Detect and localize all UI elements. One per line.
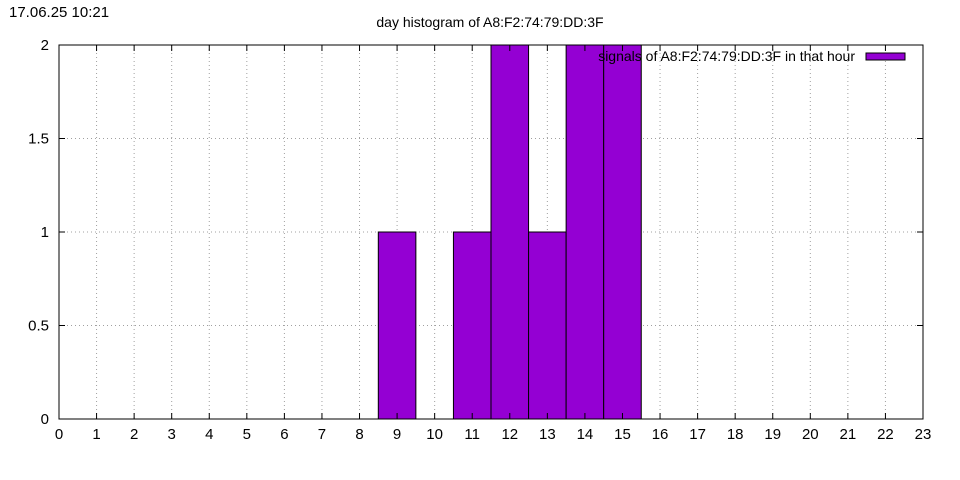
x-tick-label: 14 [577, 426, 594, 443]
x-tick-label: 12 [501, 426, 518, 443]
legend: signals of A8:F2:74:79:DD:3F in that hou… [598, 48, 906, 64]
x-tick-label: 2 [130, 426, 138, 443]
x-tick-label: 20 [802, 426, 819, 443]
bar-hour-14 [565, 44, 605, 420]
axes [58, 44, 924, 420]
x-tick-label: 7 [318, 426, 326, 443]
x-tick-label: 15 [614, 426, 631, 443]
legend-swatch [865, 52, 906, 61]
tick-labels: 0 1 2 3 4 5 6 7 8 9 10 11 12 13 14 15 16 17 18 19 20 21 22 2300… [28, 37, 931, 443]
x-tick-label: 1 [92, 426, 100, 443]
y-tick-label: 0 [41, 411, 49, 428]
x-tick-label: 17 [689, 426, 706, 443]
x-tick-label: 9 [393, 426, 401, 443]
x-tick-label: 23 [915, 426, 932, 443]
x-tick-label: 0 [55, 426, 63, 443]
bar-hour-12 [490, 44, 530, 420]
y-tick-label: 0.5 [28, 318, 49, 335]
legend-label: signals of A8:F2:74:79:DD:3F in that hou… [598, 48, 855, 64]
y-tick-label: 2 [41, 37, 49, 54]
x-tick-label: 21 [840, 426, 857, 443]
x-tick-label: 16 [652, 426, 669, 443]
x-tick-label: 10 [426, 426, 443, 443]
x-tick-label: 4 [205, 426, 213, 443]
bar-hour-15 [603, 44, 642, 420]
bar-hour-13 [528, 231, 567, 420]
x-tick-label: 8 [355, 426, 363, 443]
chart-title: day histogram of A8:F2:74:79:DD:3F [376, 14, 603, 30]
x-tick-label: 3 [168, 426, 176, 443]
x-tick-label: 6 [280, 426, 288, 443]
x-tick-label: 22 [877, 426, 894, 443]
x-tick-label: 11 [464, 426, 480, 443]
x-tick-label: 13 [539, 426, 556, 443]
bar-hour-9 [377, 231, 417, 420]
y-tick-label: 1 [41, 224, 49, 241]
y-tick-label: 1.5 [28, 131, 49, 148]
x-tick-label: 18 [727, 426, 744, 443]
x-tick-label: 5 [243, 426, 251, 443]
x-tick-label: 19 [764, 426, 781, 443]
bar-hour-11 [452, 231, 492, 420]
chart-timestamp: 17.06.25 10:21 [9, 4, 110, 21]
bars-group [377, 44, 642, 420]
